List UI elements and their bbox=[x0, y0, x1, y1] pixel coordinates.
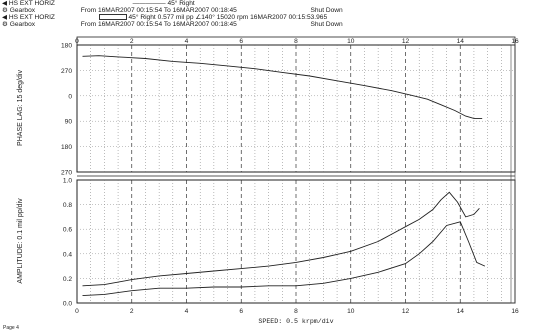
amplitude-series-line-2 bbox=[82, 221, 486, 297]
amplitude-tick-label: 0.0 bbox=[63, 301, 72, 308]
legend-box-icon bbox=[98, 14, 127, 21]
header-row-1: ◀ HS EXT HORIZ ————— 45° Right bbox=[2, 0, 195, 7]
x-tick-label-bottom: 8 bbox=[294, 308, 298, 315]
header-row-3: ◀ HS EXT HORIZ 45° Right 0.577 mil pp ∠1… bbox=[2, 14, 327, 21]
channel-side: Right bbox=[140, 14, 156, 21]
amplitude-tick-label: 0.8 bbox=[63, 202, 72, 209]
machine-name: Gearbox bbox=[9, 7, 36, 14]
phase-tick-label: 180 bbox=[61, 144, 72, 151]
x-tick-label-top: 16 bbox=[511, 38, 519, 45]
cursor-bar bbox=[510, 44, 516, 304]
probe-icon: ◀ bbox=[2, 0, 8, 7]
phase-axis-label: PHASE LAG: 15 deg/div bbox=[17, 70, 24, 146]
amplitude-tick-label: 0.2 bbox=[63, 276, 72, 283]
x-tick-label-bottom: 16 bbox=[511, 308, 519, 315]
page-number: Page 4 bbox=[3, 325, 19, 331]
phase-tick-label: 270 bbox=[61, 170, 72, 177]
x-tick-label-top: 14 bbox=[457, 38, 465, 45]
machine-state: Shut Down bbox=[310, 7, 343, 14]
x-tick-label-top: 10 bbox=[347, 38, 355, 45]
x-tick-label-top: 8 bbox=[294, 38, 298, 45]
channel-name: HS EXT HORIZ bbox=[8, 0, 55, 7]
x-tick-label-bottom: 10 bbox=[347, 308, 355, 315]
amplitude-tick-label: 1.0 bbox=[63, 178, 72, 185]
phase-readout: ∠140° bbox=[195, 14, 215, 21]
phase-tick-label: 0 bbox=[68, 93, 72, 100]
date-range: From 16MAR2007 00:15:54 To 16MAR2007 00:… bbox=[80, 7, 237, 14]
x-tick-label-bottom: 6 bbox=[239, 308, 243, 315]
legend-line-icon: ————— bbox=[132, 0, 166, 7]
phase-tick-label: 180 bbox=[61, 43, 72, 50]
channel-side: Right bbox=[179, 0, 195, 7]
header-row-4: ⚙ Gearbox From 16MAR2007 00:15:54 To 16M… bbox=[2, 21, 343, 28]
speed-axis-label: SPEED: 0.5 krpm/div bbox=[258, 318, 333, 325]
date-range: From 16MAR2007 00:15:54 To 16MAR2007 00:… bbox=[80, 21, 237, 28]
x-tick-label-top: 4 bbox=[185, 38, 189, 45]
header-row-2: ⚙ Gearbox From 16MAR2007 00:15:54 To 16M… bbox=[2, 7, 343, 14]
gear-icon: ⚙ bbox=[2, 21, 8, 28]
x-tick-label-bottom: 4 bbox=[185, 308, 189, 315]
amplitude-series-line bbox=[82, 191, 480, 287]
phase-tick-label: 90 bbox=[65, 119, 73, 126]
x-tick-label-bottom: 0 bbox=[75, 308, 79, 315]
amplitude-plot-frame bbox=[76, 179, 516, 304]
amplitude-axis-label: AMPLITUDE: 0.1 mil pp/div bbox=[17, 198, 24, 284]
gear-icon: ⚙ bbox=[2, 7, 8, 14]
phase-series-line bbox=[82, 55, 483, 119]
x-tick-label-top: 12 bbox=[402, 38, 410, 45]
x-tick-label-bottom: 2 bbox=[130, 308, 134, 315]
machine-state: Shut Down bbox=[310, 21, 343, 28]
phase-tick-label: 270 bbox=[61, 68, 72, 75]
speed-unit: rpm bbox=[236, 14, 249, 21]
x-tick-label-bottom: 12 bbox=[402, 308, 410, 315]
amplitude-tick-label: 0.6 bbox=[63, 227, 72, 234]
machine-name: Gearbox bbox=[9, 21, 36, 28]
speed-readout: 15020 bbox=[216, 14, 236, 21]
channel-angle: 45° bbox=[167, 0, 178, 7]
x-tick-label-top: 6 bbox=[239, 38, 243, 45]
probe-icon: ◀ bbox=[2, 14, 8, 21]
x-tick-label-bottom: 14 bbox=[457, 308, 465, 315]
amplitude-tick-label: 0.4 bbox=[63, 251, 72, 258]
channel-name: HS EXT HORIZ bbox=[8, 14, 55, 21]
x-tick-label-top: 0 bbox=[75, 38, 79, 45]
amplitude-readout: 0.577 mil pp bbox=[157, 14, 194, 21]
x-tick-label-top: 2 bbox=[130, 38, 134, 45]
channel-angle: 45° bbox=[128, 14, 139, 21]
sample-timestamp: 16MAR2007 00:15:53.965 bbox=[250, 14, 328, 21]
